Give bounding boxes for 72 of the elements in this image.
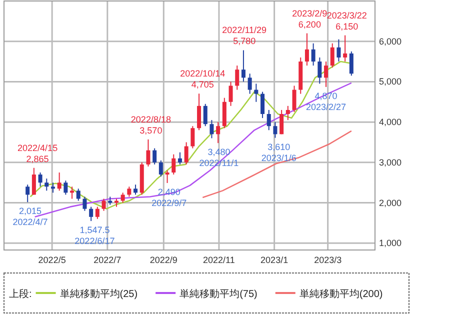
x-tick-label: 2023/1 <box>260 255 288 265</box>
candlestick <box>235 65 240 90</box>
candlestick <box>197 93 202 131</box>
candlestick <box>89 206 94 222</box>
candlestick <box>152 148 157 165</box>
candlestick <box>318 57 322 84</box>
annotation: 3,610 2023/1/6 <box>261 142 296 163</box>
legend-label: 単純移動平均(200) <box>299 288 383 300</box>
candlestick <box>349 50 354 76</box>
candlestick <box>311 42 316 66</box>
y-tick-label: 1,000 <box>379 238 402 248</box>
candlestick <box>254 83 258 102</box>
candlestick <box>260 91 265 119</box>
candlestick <box>70 186 74 200</box>
candlestick <box>120 192 125 204</box>
candlestick <box>266 109 271 131</box>
candlestick <box>95 206 100 220</box>
candlestick <box>32 167 36 196</box>
candlestick <box>57 172 62 192</box>
candlestick <box>216 122 220 144</box>
legend-label: 単純移動平均(75) <box>180 288 258 300</box>
candlestick <box>241 50 246 82</box>
candlestick <box>184 142 188 165</box>
x-tick-label: 2022/5 <box>38 255 66 265</box>
y-tick-label: 4,000 <box>379 117 402 128</box>
candlestick <box>127 186 132 198</box>
candlestick <box>330 42 334 68</box>
candlestick <box>172 154 176 176</box>
candlestick <box>248 73 252 94</box>
candlestick <box>146 138 150 167</box>
x-tick-label: 2022/11 <box>203 255 235 265</box>
candlestick <box>336 38 341 62</box>
candlestick <box>134 184 138 196</box>
candlestick <box>50 182 55 194</box>
annotation: 2022/10/14 4,705 <box>180 68 226 90</box>
x-tick-label: 2023/3 <box>314 255 342 265</box>
candlestick <box>158 160 163 178</box>
annotation: 2022/8/18 3,570 <box>130 114 171 136</box>
candlestick <box>64 180 68 196</box>
annotation: 2022/11/29 5,780 <box>222 25 267 46</box>
candlestick <box>38 172 42 188</box>
x-tick-label: 2022/9 <box>150 255 178 265</box>
candlestick <box>82 196 87 212</box>
candlestick <box>304 32 309 66</box>
annotation: 2,015 2022/4/7 <box>12 206 48 228</box>
y-tick-label: 5,000 <box>379 76 402 87</box>
y-tick-label: 2,000 <box>379 198 402 208</box>
legend-title: 上段: <box>9 288 32 300</box>
annotation: 2022/4/15 2,865 <box>18 142 58 164</box>
candlestick <box>26 184 30 203</box>
candlestick <box>292 85 296 112</box>
candlestick <box>280 109 284 135</box>
x-tick-label: 2022/7 <box>94 255 122 265</box>
candlestick <box>190 126 195 149</box>
candlestick <box>228 81 233 106</box>
y-tick-label: 6,000 <box>379 36 402 46</box>
y-tick-label: 3,000 <box>379 157 402 168</box>
candlestick <box>102 198 106 212</box>
candlestick <box>286 105 290 121</box>
candlestick <box>273 122 278 138</box>
candlestick <box>165 170 170 184</box>
candlestick <box>44 178 49 192</box>
legend-label: 単純移動平均(25) <box>60 288 138 300</box>
candlestick <box>324 61 328 88</box>
candlestick <box>210 120 214 139</box>
candlestick <box>343 34 348 62</box>
annotation: 2023/3/22 6,150 <box>326 10 367 32</box>
annotation: 2023/2/9 6,200 <box>292 8 328 30</box>
candlestick <box>178 152 182 165</box>
annotation: 1,547.5 2022/6/17 <box>74 225 115 246</box>
candlestick <box>76 188 80 202</box>
candlestick <box>203 103 208 127</box>
